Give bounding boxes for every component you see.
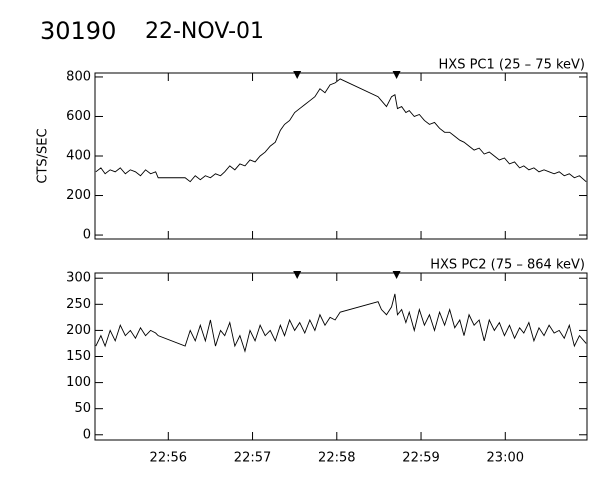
panel-title: HXS PC1 (25 – 75 keV) xyxy=(439,58,585,73)
time-marker xyxy=(392,271,401,279)
x-tick-label: 22:59 xyxy=(402,451,439,466)
event-date: 22-NOV-01 xyxy=(145,19,264,44)
y-tick-label: 0 xyxy=(83,228,91,243)
y-tick-label: 300 xyxy=(66,271,91,286)
data-line xyxy=(95,78,587,183)
y-tick-label: 0 xyxy=(83,427,91,442)
panel-title: HXS PC2 (75 – 864 keV) xyxy=(430,258,585,273)
data-line xyxy=(95,293,587,353)
y-axis-label: CTS/SEC xyxy=(36,128,51,183)
time-marker xyxy=(392,71,401,79)
y-tick-label: 600 xyxy=(66,109,91,124)
x-tick-label: 22:58 xyxy=(318,451,355,466)
y-tick-label: 100 xyxy=(66,375,91,390)
time-marker xyxy=(293,271,302,279)
event-id: 30190 xyxy=(40,17,116,45)
time-marker xyxy=(293,71,302,79)
y-tick-label: 250 xyxy=(66,297,91,312)
y-tick-label: 200 xyxy=(66,188,91,203)
y-tick-label: 150 xyxy=(66,349,91,364)
y-tick-label: 50 xyxy=(74,401,91,416)
y-tick-label: 200 xyxy=(66,323,91,338)
x-tick-label: 22:56 xyxy=(150,451,187,466)
x-tick-label: 23:00 xyxy=(487,451,524,466)
y-tick-label: 400 xyxy=(66,149,91,164)
y-tick-label: 800 xyxy=(66,69,91,84)
x-tick-label: 22:57 xyxy=(234,451,271,466)
